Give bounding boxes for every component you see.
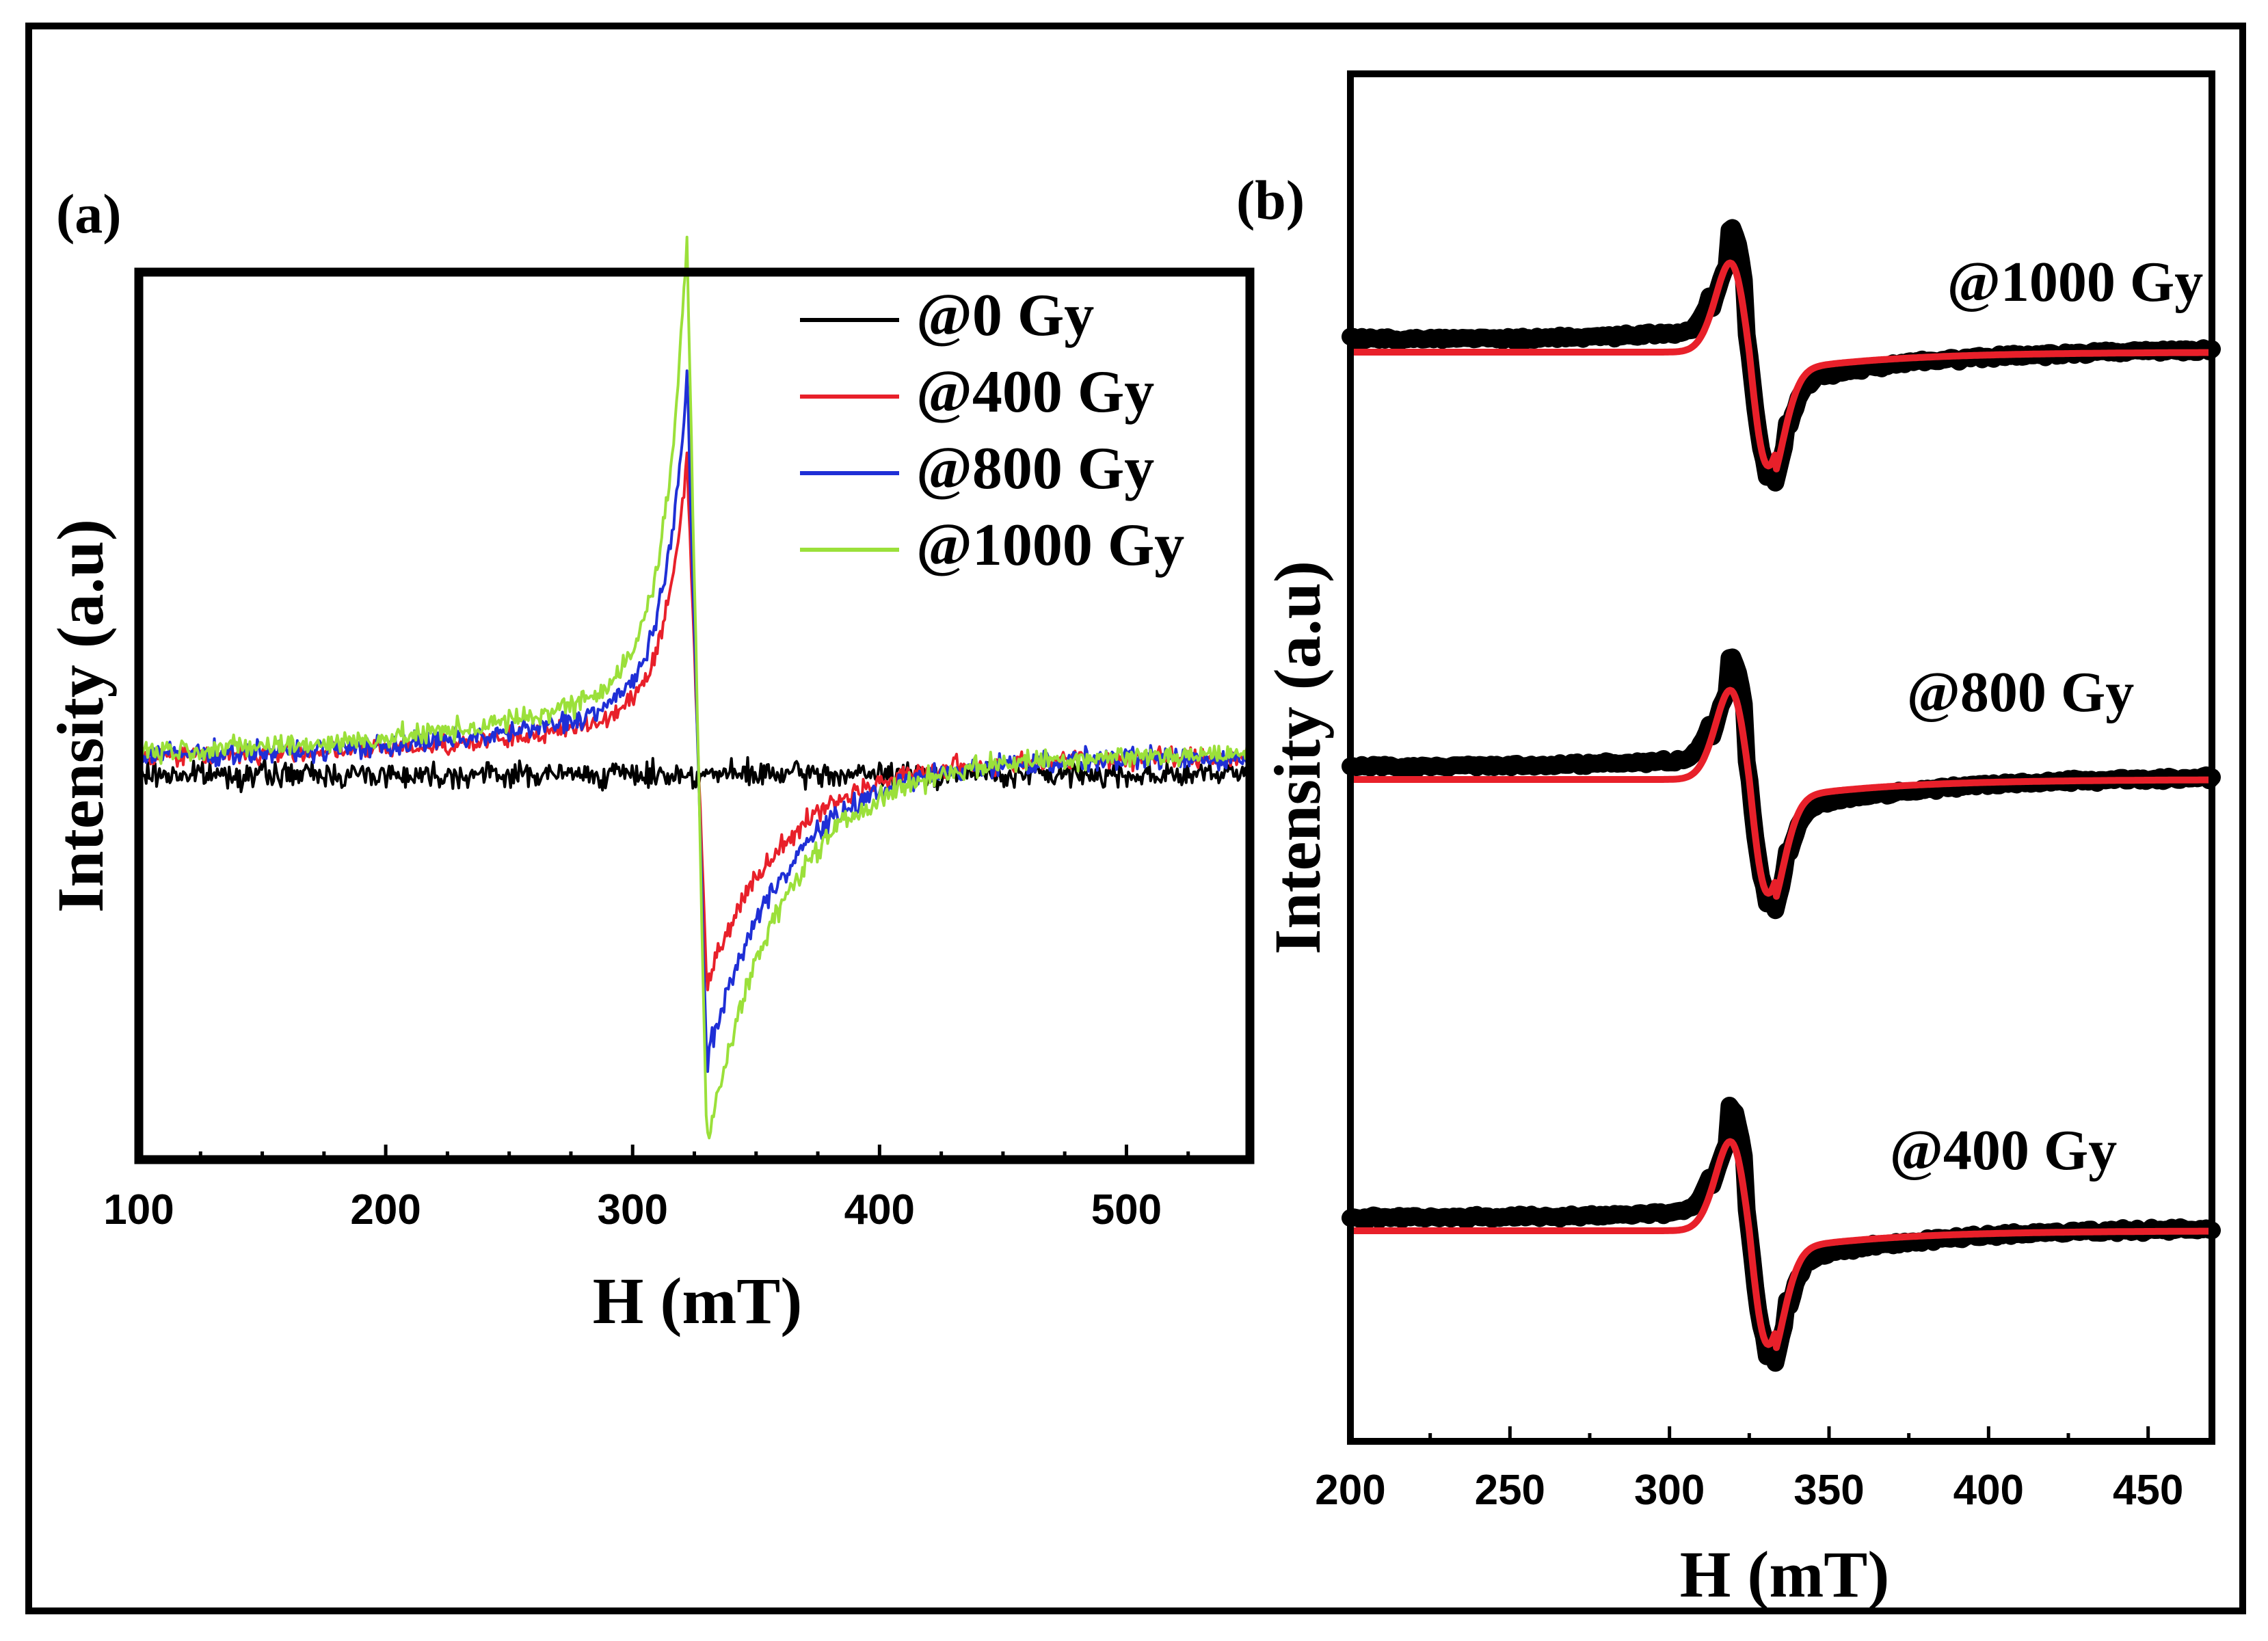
x-tick-label-500: 500 (1091, 1186, 1162, 1233)
legend-label-1000-gy: @1000 Gy (916, 512, 1184, 578)
panel-b: (b) 200 250 300 350 400 450 @1000 Gy @800 Gy @4… (1236, 70, 2221, 1611)
panel-a-x-axis-label: H (mT) (593, 1264, 803, 1337)
panel-b-x-axis-label: H (mT) (1680, 1538, 1890, 1611)
x-tick-label-250: 250 (1475, 1467, 1545, 1514)
series-line-0-gy (137, 756, 1250, 793)
panel-b-plot-area (1342, 219, 2221, 1372)
x-tick-label-300: 300 (1634, 1467, 1705, 1514)
panel-a-x-ticks: 100 200 300 400 500 (103, 1145, 1252, 1233)
x-tick-label-200: 200 (350, 1186, 421, 1233)
x-tick-label-450: 450 (2113, 1467, 2183, 1514)
series-line-1000-gy (137, 235, 1250, 1140)
panel-b-series-labels: @1000 Gy @800 Gy @400 Gy (1890, 250, 2203, 1182)
panel-a-y-axis-label: Intensity (a.u) (44, 519, 117, 913)
x-tick-label-400: 400 (1953, 1467, 2024, 1514)
x-tick-label-200: 200 (1315, 1467, 1385, 1514)
x-tick-label-400: 400 (844, 1186, 915, 1233)
x-tick-label-350: 350 (1793, 1467, 1864, 1514)
fit-line-400-gy (1348, 1138, 2214, 1351)
series-label-400-gy: @400 Gy (1890, 1119, 2117, 1182)
panel-b-axes-frame (1347, 70, 2215, 1445)
panel-b-y-axis-label: Intensity (a.u) (1261, 561, 1334, 955)
panel-a-label: (a) (56, 183, 122, 245)
panel-b-label: (b) (1236, 169, 1305, 231)
x-tick-label-100: 100 (103, 1186, 174, 1233)
figure-outer-frame (25, 23, 2246, 1614)
panel-a: (a) 100 200 300 400 500 H (mT) Intensity (a.… (44, 183, 1255, 1337)
legend-label-0-gy: @0 Gy (916, 282, 1094, 349)
fit-line-800-gy (1348, 686, 2214, 900)
series-label-1000-gy: @1000 Gy (1947, 250, 2203, 314)
panel-b-x-ticks: 200 250 300 350 400 450 (1315, 1426, 2183, 1514)
x-tick-label-300: 300 (597, 1186, 667, 1233)
fit-line-1000-gy (1348, 259, 2214, 472)
legend-label-400-gy: @400 Gy (916, 359, 1154, 425)
panel-a-legend: @0 Gy @400 Gy @800 Gy @1000 Gy (800, 282, 1184, 578)
legend-label-800-gy: @800 Gy (916, 436, 1154, 502)
panel-a-plot-area (137, 235, 1250, 1140)
series-label-800-gy: @800 Gy (1907, 661, 2134, 724)
